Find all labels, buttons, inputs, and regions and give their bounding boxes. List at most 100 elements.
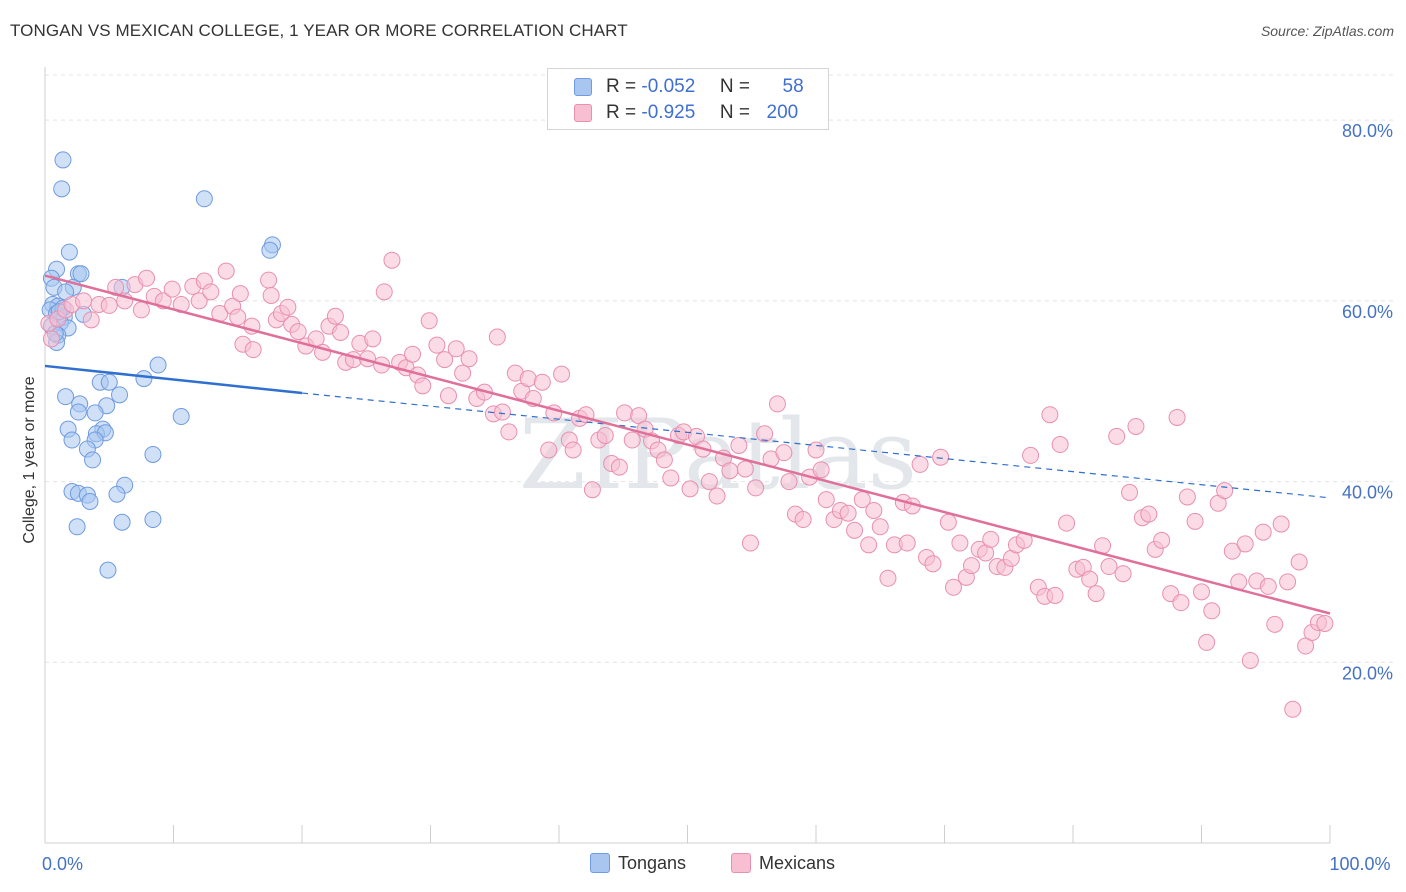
y-tick-label: 60.0% — [1342, 302, 1393, 322]
point-mexicans — [655, 451, 673, 469]
stats-legend: R = -0.052 N = 58 R = -0.925 N = 200 — [547, 68, 829, 130]
y-tick-label: 40.0% — [1342, 483, 1393, 503]
point-tongans — [53, 180, 71, 198]
legend-n-label: N = — [719, 102, 750, 123]
point-mexicans — [564, 441, 582, 459]
point-mexicans — [817, 491, 835, 509]
point-mexicans — [1254, 523, 1272, 541]
point-mexicans — [794, 511, 812, 529]
legend-label-mexicans: Mexicans — [759, 853, 836, 873]
legend-r-value: -0.052 — [641, 76, 696, 97]
point-mexicans — [436, 351, 454, 369]
point-mexicans — [1193, 583, 1210, 601]
y-tick-label: 80.0% — [1342, 121, 1393, 141]
point-mexicans — [1178, 488, 1196, 506]
point-mexicans — [721, 462, 739, 480]
legend-item-mexicans[interactable]: Mexicans — [731, 853, 835, 874]
point-mexicans — [279, 298, 297, 316]
point-mexicans — [540, 441, 558, 459]
x-tick-label: 0.0% — [42, 854, 83, 874]
point-mexicans — [1140, 505, 1158, 523]
point-mexicans — [1127, 417, 1145, 435]
point-mexicans — [1259, 577, 1277, 595]
point-tongans — [149, 356, 167, 374]
point-mexicans — [132, 301, 150, 319]
point-mexicans — [1266, 615, 1284, 633]
point-mexicans — [932, 448, 950, 466]
point-mexicans — [708, 487, 726, 505]
point-mexicans — [404, 345, 422, 363]
point-mexicans — [898, 534, 916, 552]
point-mexicans — [1114, 565, 1132, 583]
point-mexicans — [1198, 633, 1216, 651]
y-tick-label: 20.0% — [1342, 663, 1393, 683]
point-mexicans — [439, 387, 457, 405]
point-tongans — [144, 511, 162, 529]
point-mexicans — [1041, 406, 1059, 424]
point-mexicans — [1272, 515, 1290, 533]
point-mexicans — [414, 377, 432, 395]
point-mexicans — [163, 280, 181, 298]
point-tongans — [68, 518, 86, 536]
point-mexicans — [812, 461, 830, 479]
point-mexicans — [1203, 602, 1221, 620]
point-mexicans — [1168, 408, 1186, 426]
point-mexicans — [1081, 570, 1099, 588]
grid-layer — [45, 74, 1393, 663]
point-mexicans — [982, 530, 1000, 548]
point-mexicans — [768, 395, 786, 413]
point-tongans — [84, 451, 102, 469]
point-tongans — [81, 492, 99, 510]
point-mexicans — [229, 308, 247, 326]
trend-line-tongans — [44, 364, 303, 395]
point-mexicans — [1284, 700, 1302, 718]
point-mexicans — [911, 455, 929, 473]
point-mexicans — [428, 336, 446, 354]
point-tongans — [195, 190, 213, 208]
point-tongans — [135, 370, 153, 388]
point-mexicans — [616, 404, 634, 422]
point-mexicans — [260, 271, 278, 289]
legend-swatch-tongans — [574, 78, 592, 96]
point-mexicans — [1216, 482, 1234, 500]
legend-n-value: 58 — [782, 76, 804, 97]
legend-item-tongans[interactable]: Tongans — [590, 853, 686, 874]
point-mexicans — [447, 340, 465, 358]
point-tongans — [54, 151, 72, 169]
point-mexicans — [375, 283, 393, 301]
point-mexicans — [454, 364, 472, 382]
point-tongans — [144, 445, 162, 463]
point-mexicans — [939, 513, 957, 531]
point-tongans — [172, 408, 190, 426]
point-mexicans — [1046, 586, 1064, 604]
point-mexicans — [1051, 436, 1069, 454]
point-mexicans — [1236, 535, 1254, 553]
point-mexicans — [533, 373, 551, 391]
point-mexicans — [775, 444, 793, 462]
point-mexicans — [519, 370, 537, 388]
point-tongans — [57, 388, 75, 406]
legend-r-label: R = — [606, 102, 637, 123]
trend-layer — [44, 274, 1331, 615]
point-mexicans — [1186, 512, 1204, 530]
point-mexicans — [1279, 573, 1297, 591]
point-mexicans — [42, 330, 60, 348]
point-mexicans — [332, 324, 350, 342]
point-mexicans — [1153, 531, 1171, 549]
point-mexicans — [460, 350, 478, 368]
point-mexicans — [879, 569, 897, 587]
point-mexicans — [100, 296, 118, 314]
point-mexicans — [610, 458, 628, 476]
point-mexicans — [493, 403, 511, 421]
point-mexicans — [741, 534, 759, 552]
point-mexicans — [75, 292, 93, 310]
point-tongans — [86, 404, 104, 422]
point-mexicans — [1108, 427, 1126, 445]
point-mexicans — [1172, 594, 1190, 612]
point-mexicans — [681, 480, 699, 498]
point-tongans — [111, 386, 129, 404]
point-mexicans — [596, 427, 614, 445]
point-mexicans — [1241, 651, 1259, 669]
point-tongans — [69, 403, 87, 421]
